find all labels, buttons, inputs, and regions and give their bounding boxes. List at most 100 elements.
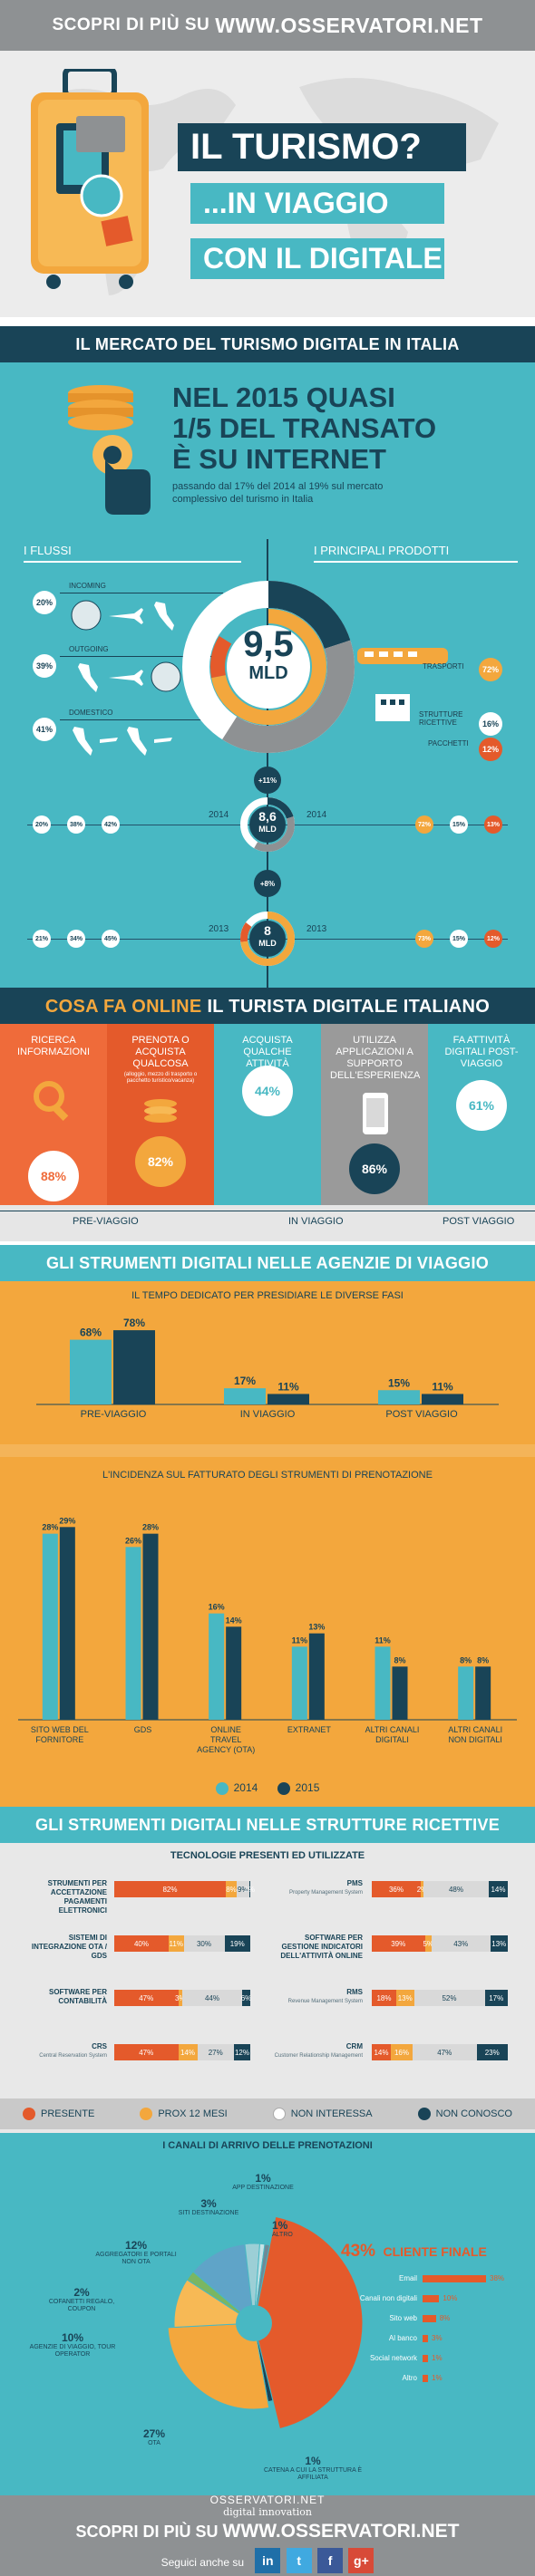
value-2014-unit: MLD (258, 825, 277, 834)
bar-value-label: 28% (142, 1523, 159, 1532)
incoming-pct-circle: 20% (33, 591, 56, 614)
footer-cta[interactable]: SCOPRI DI PIÙ SU WWW.OSSERVATORI.NET (0, 2521, 535, 2542)
stack-segment-non-interessa: 44% (182, 1990, 242, 2006)
stack-segment-non-conosco: 17% (484, 1990, 508, 2006)
pie-slice-2 (167, 2322, 270, 2410)
smartphone-icon (363, 1093, 388, 1134)
panel-acquista-pct: 44% (242, 1066, 293, 1116)
bar-value-label: 28% (42, 1523, 58, 1532)
strutture-pct-circle: 16% (479, 712, 502, 736)
strutture-stacked-bar: 47% 3% 44% 6% (114, 1990, 251, 2006)
bar-value-label: 29% (59, 1516, 75, 1525)
breakdown-label: Al banco (388, 2334, 417, 2342)
strutture-stacked-bar: 82% 8% 9% 1% (114, 1881, 255, 1897)
cliente-finale-heading: 43% CLIENTE FINALE (341, 2242, 487, 2262)
pie-label-pct: 1% (305, 2455, 321, 2467)
strutture-stacked-bar: 39% 5% 43% 13% (372, 1935, 508, 1952)
legend-2014-swatch (215, 1781, 229, 1795)
panel-acquista-label: ACQUISTA QUALCHE ATTIVITÀ (242, 1035, 293, 1069)
linkedin-icon[interactable]: in (255, 2548, 281, 2573)
panel-app: UTILIZZA APPLICAZIONI A SUPPORTO DELL'ES… (321, 1024, 428, 1205)
legend-presente: PRESENTE (23, 2108, 94, 2120)
panel-app-pct: 86% (349, 1143, 400, 1194)
category-tick-label: FORNITORE (35, 1735, 83, 1744)
value-2013: 8 MLD (238, 924, 297, 950)
phase-in: IN VIAGGIO (288, 1216, 344, 1227)
strutture-row-label: CRM Customer Relationship Management (272, 2042, 363, 2060)
footer-site-link[interactable]: WWW.OSSERVATORI.NET (222, 2521, 460, 2542)
market-subline-line-2: complessivo del turismo in Italia (172, 494, 314, 505)
breakdown-pct: 1% (432, 2374, 443, 2382)
bar-value-label: 16% (209, 1603, 225, 1612)
online-section: RICERCA INFORMAZIONI 88% PRENOTA O ACQUI… (0, 1024, 535, 1241)
year-2014-left: 2014 (209, 810, 229, 820)
legend-non-interessa-label: NON INTERESSA (290, 2108, 373, 2119)
category-tick-label: AGENCY (OTA) (197, 1745, 255, 1754)
pie-slice-5 (192, 2243, 255, 2325)
panel-post: FA ATTIVITÀ DIGITALI POST-VIAGGIO 61% (428, 1024, 535, 1205)
bar-2015-1 (268, 1394, 309, 1404)
airplane-icon (109, 608, 143, 624)
pie-label-text: SITI DESTINAZIONE (178, 2210, 239, 2216)
breakdown-bar (423, 2335, 428, 2342)
market-headline: NEL 2015 QUASI 1/5 DEL TRANSATO È SU INT… (172, 382, 436, 475)
prod-2014-pacchetti: 13% (484, 815, 502, 834)
bar-2014-4 (374, 1646, 391, 1720)
pie-label-pct: 27% (142, 2427, 166, 2440)
stack-segment-presente: 47% (114, 1990, 179, 2006)
facebook-icon[interactable]: f (317, 2548, 344, 2573)
legend-2014-label: 2014 (233, 1781, 258, 1794)
bar-2015-5 (475, 1666, 491, 1720)
legend-2015-swatch (277, 1781, 290, 1795)
category-tick-label: ALTRI CANALI (448, 1725, 502, 1734)
stack-segment-non-conosco: 19% (224, 1935, 250, 1952)
pie-label: 2% COFANETTI REGALO, COUPON (36, 2287, 127, 2313)
bar-value-label: 13% (308, 1623, 325, 1632)
footer-logo-top: OSSERVATORI.NET (209, 2494, 326, 2506)
category-tick-label: TRAVEL (210, 1735, 241, 1744)
bar-value-label: 15% (388, 1376, 410, 1389)
flow-2014-outgoing: 38% (67, 815, 85, 834)
growth-2015-badge: +11% (254, 767, 281, 794)
pie-label-pct: 12% (124, 2239, 148, 2252)
breakdown-pct: 8% (439, 2314, 451, 2322)
stack-segment-prox-12-mesi: 11% (169, 1935, 184, 1952)
footer-logo-bottom: digital innovation (223, 2506, 312, 2518)
panel-app-label: UTILIZZA APPLICAZIONI A SUPPORTO DELL'ES… (330, 1035, 421, 1081)
strutture-section-title: GLI STRUMENTI DIGITALI NELLE STRUTTURE R… (0, 1807, 535, 1844)
stack-segment-prox-12-mesi: 16% (391, 2044, 413, 2060)
pie-label-text: AGGREGATORI E PORTALI NON OTA (95, 2252, 177, 2265)
category-tick-label: EXTRANET (287, 1725, 332, 1734)
agenzie-section: IL TEMPO DEDICATO PER PRESIDIARE LE DIVE… (0, 1281, 535, 1807)
header-site-link[interactable]: WWW.OSSERVATORI.NET (215, 13, 483, 37)
pie-label-pct: 1% (255, 2172, 271, 2185)
breakdown-bar (423, 2295, 440, 2302)
bar-value-label: 17% (234, 1375, 256, 1387)
breakdown-label: Altro (402, 2374, 417, 2382)
pie-label-text: APP DESTINAZIONE (232, 2185, 294, 2191)
trasporti-pct-circle: 72% (479, 658, 502, 681)
pie-label-pct: 3% (200, 2197, 217, 2210)
cliente-finale-label: CLIENTE FINALE (383, 2244, 487, 2259)
stack-segment-non-conosco: 6% (241, 1990, 251, 2006)
top-header-bar[interactable]: SCOPRI DI PIÙ SU WWW.OSSERVATORI.NET (0, 0, 535, 51)
category-tick-label: DIGITALI (375, 1735, 409, 1744)
online-title-highlight: COSA FA ONLINE (44, 997, 202, 1017)
value-2013-unit: MLD (258, 939, 277, 948)
stack-segment-presente: 14% (372, 2044, 391, 2060)
twitter-icon[interactable]: t (286, 2548, 312, 2573)
chart-fatturato: 28%29%SITO WEB DELFORNITORE26%28%GDS16%1… (18, 1516, 517, 1754)
googleplus-icon[interactable]: g+ (348, 2548, 374, 2573)
bar-value-label: 11% (432, 1380, 453, 1393)
stack-segment-non-interessa: 48% (423, 1881, 489, 1897)
pie-label: 1% APP DESTINAZIONE (218, 2173, 308, 2192)
stack-segment-presente: 47% (114, 2044, 179, 2060)
pie-label: 10% AGENZIE DI VIAGGIO, TOUR OPERATOR (18, 2332, 127, 2359)
stack-segment-non-interessa: 9% (237, 1881, 249, 1897)
online-title-rest: IL TURISTA DIGITALE ITALIANO (207, 997, 491, 1017)
legend-prox-swatch (140, 2108, 153, 2120)
market-section-title: IL MERCATO DEL TURISMO DIGITALE IN ITALI… (0, 326, 535, 363)
stack-segment-prox-12-mesi: 14% (178, 2044, 198, 2060)
bar-2014-0 (70, 1339, 112, 1404)
pacchetti-label: PACCHETTI (428, 739, 469, 748)
